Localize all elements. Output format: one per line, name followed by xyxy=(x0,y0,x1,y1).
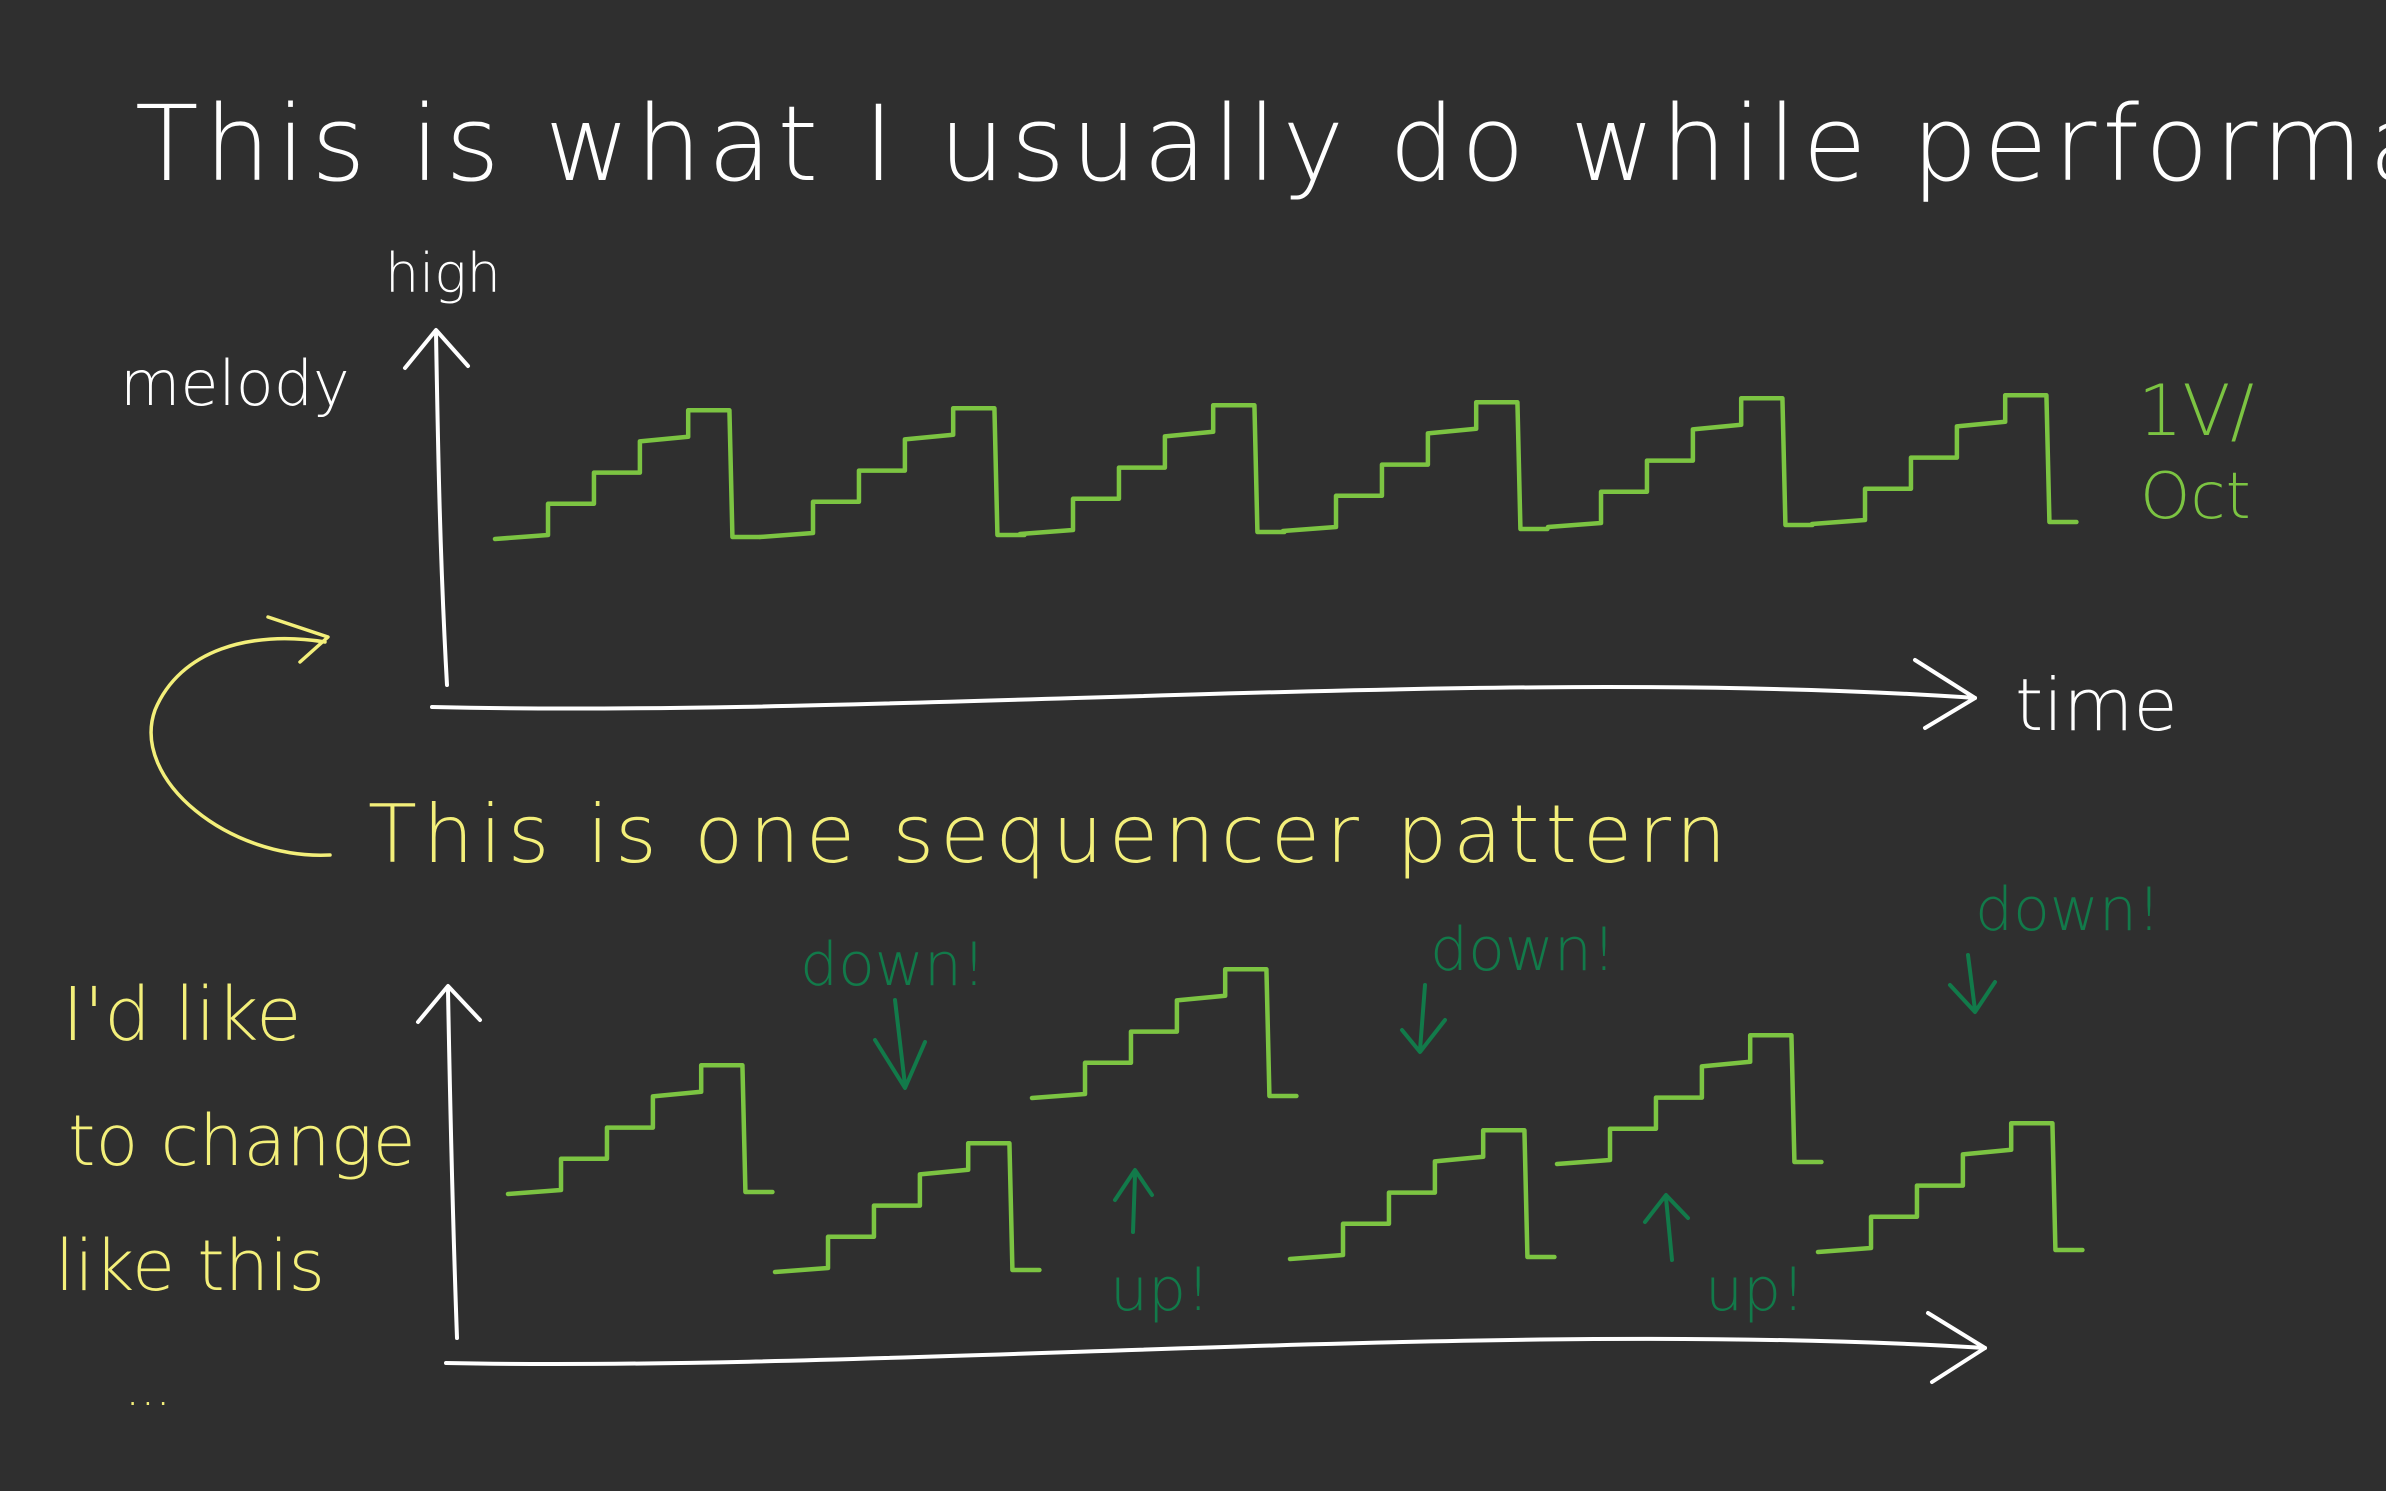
y-axis-label: melody xyxy=(120,347,350,420)
x-axis-arrow xyxy=(430,685,1977,711)
annotation-up-1-label: up! xyxy=(1110,1255,1210,1325)
annotation-down-2-label: down! xyxy=(1430,915,1616,985)
top-pattern-step-3 xyxy=(1017,402,1287,537)
bottom-pattern-step-4 xyxy=(1287,1127,1557,1262)
x-axis-arrowhead xyxy=(1913,658,1977,730)
bottom-pattern-step-6 xyxy=(1815,1120,2085,1255)
bottom-diagram: I'd like to change like this ... down! u… xyxy=(55,875,2161,1417)
loop-curve-arrow xyxy=(149,636,332,857)
top-pattern-step-2 xyxy=(757,405,1027,540)
top-pattern-step-6 xyxy=(1809,392,2079,527)
change-note-line2: to change xyxy=(68,1100,416,1182)
change-note-line3: like this xyxy=(55,1225,325,1307)
annotation-down-1-label: down! xyxy=(800,930,986,1000)
annotation-down-3: down! xyxy=(1948,875,2161,1014)
bottom-pattern-step-1 xyxy=(505,1062,775,1197)
top-pattern-step-4 xyxy=(1280,399,1550,534)
change-note-line1: I'd like xyxy=(62,972,302,1058)
bottom-pattern-step-5 xyxy=(1554,1032,1824,1167)
y-axis-arrow xyxy=(434,331,449,687)
top-pattern-step-5 xyxy=(1545,395,1815,530)
y-axis-arrowhead xyxy=(403,328,470,370)
annotation-down-3-arrow xyxy=(1948,953,1997,1014)
top-sequencer-patterns xyxy=(492,392,2079,542)
annotation-down-1-arrow xyxy=(873,998,927,1090)
signal-label-1v: 1V/ xyxy=(2138,370,2254,452)
top-diagram: high melody time 1V/ Oct xyxy=(120,242,2254,747)
bottom-pattern-step-2 xyxy=(772,1140,1042,1275)
annotation-down-2: down! xyxy=(1400,915,1616,1054)
bottom-y-axis-arrowhead xyxy=(416,984,482,1024)
pattern-note: This is one sequencer pattern xyxy=(368,788,1732,881)
bottom-y-axis-arrow xyxy=(446,988,459,1340)
annotation-down-1: down! xyxy=(800,930,986,1090)
x-axis-label: time xyxy=(2015,663,2178,747)
annotation-up-2-arrow xyxy=(1643,1193,1690,1262)
signal-label-oct: Oct xyxy=(2140,460,2251,534)
annotation-up-2-label: up! xyxy=(1705,1255,1805,1325)
bottom-x-axis-arrow xyxy=(444,1336,1987,1367)
y-axis-top-label: high xyxy=(385,242,501,305)
annotation-up-1: up! xyxy=(1110,1168,1210,1325)
top-pattern-step-1 xyxy=(492,407,762,542)
bottom-x-axis-arrowhead xyxy=(1926,1311,1987,1384)
annotation-up-1-arrow xyxy=(1113,1168,1154,1234)
annotation-down-2-arrow xyxy=(1400,983,1447,1054)
bottom-pattern-step-3 xyxy=(1029,966,1299,1101)
bottom-sequencer-patterns xyxy=(505,966,2085,1275)
title: This is what I usually do while performa… xyxy=(135,83,2386,205)
change-note-line4: ... xyxy=(125,1361,171,1417)
annotation-up-2: up! xyxy=(1643,1193,1805,1325)
annotation-down-3-label: down! xyxy=(1975,875,2161,945)
loop-curve-arrowhead xyxy=(266,615,330,664)
